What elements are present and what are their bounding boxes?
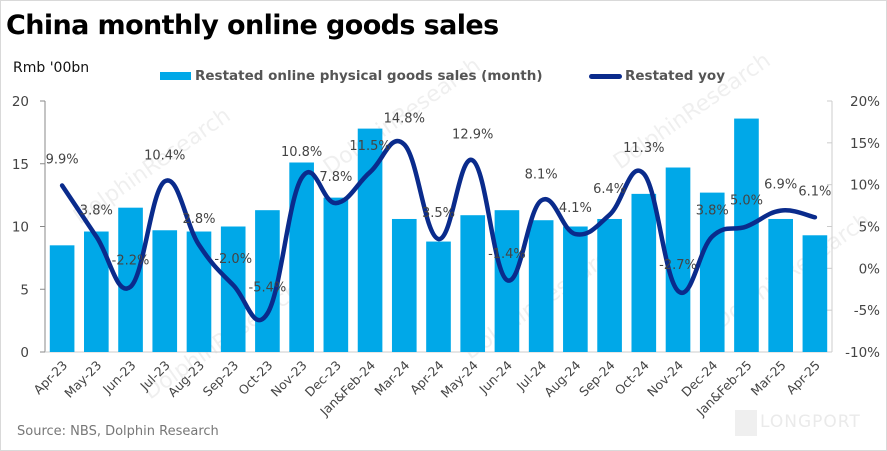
sales-bar [768, 218, 793, 352]
yoy-data-label: 10.4% [144, 148, 185, 163]
x-tick-label: Mar-24 [371, 357, 412, 398]
sales-bar [49, 245, 75, 352]
yoy-data-label: -5.4% [249, 281, 287, 296]
yoy-data-label: 4.1% [559, 201, 592, 216]
sales-bar [597, 218, 622, 352]
right-axis-tick-label: 10% [850, 178, 880, 194]
x-tick-label: May-23 [61, 358, 104, 401]
yoy-data-label: 3.5% [422, 206, 455, 221]
legend-bar-label: Restated online physical goods sales (mo… [195, 68, 543, 84]
yoy-data-label: -1.4% [488, 247, 526, 262]
x-tick-labels: Apr-23May-23Jun-23Jul-23Aug-23Sep-23Oct-… [30, 357, 823, 419]
legend-bar-swatch [160, 72, 191, 80]
yoy-data-label: 11.3% [623, 141, 664, 156]
yoy-data-label: 14.8% [384, 112, 425, 127]
left-axis-tick-label: 15 [12, 157, 29, 173]
yoy-data-label: 8.1% [525, 168, 558, 183]
sales-bar [802, 235, 828, 352]
right-axis-tick-label: 5% [859, 220, 881, 236]
sales-bar [289, 162, 314, 352]
yoy-data-label: 6.9% [764, 178, 797, 193]
yoy-data-label: 6.4% [593, 182, 626, 197]
chart-title: China monthly online goods sales [6, 10, 499, 41]
right-axis-tick-label: 0% [859, 261, 881, 277]
left-axis-tick-label: 0 [20, 345, 29, 361]
yoy-data-label: -2.7% [659, 258, 697, 273]
yoy-data-label: 5.0% [730, 194, 763, 209]
x-tick-label: Nov-24 [644, 357, 686, 399]
longport-logo-text: LONGPORT [760, 412, 861, 432]
x-tick-label: Aug-24 [541, 357, 583, 399]
left-axis-unit-label: Rmb '00bn [13, 60, 90, 76]
yoy-line-group [59, 138, 818, 323]
yoy-data-label: 7.8% [319, 170, 352, 185]
source-note: Source: NBS, Dolphin Research [17, 424, 219, 439]
yoy-data-label: 6.1% [798, 184, 831, 199]
bars [49, 118, 828, 352]
legend-item-sales: Restated online physical goods sales (mo… [160, 68, 543, 84]
x-tick-label: Apr-25 [783, 358, 823, 398]
yoy-line [59, 138, 818, 323]
x-tick-label: Jun-24 [475, 357, 515, 397]
yoy-data-label: 3.8% [80, 204, 113, 219]
x-tick-label: Sep-24 [576, 357, 618, 399]
yoy-data-label: 3.8% [696, 204, 729, 219]
sales-bar [323, 197, 349, 352]
yoy-data-label: 9.9% [46, 153, 79, 168]
yoy-data-label: 11.5% [349, 139, 390, 154]
x-tick-label: May-24 [438, 357, 481, 400]
legend-item-yoy: Restated yoy [589, 68, 725, 84]
sales-bar [734, 118, 759, 352]
yoy-data-label: -2.2% [112, 254, 150, 269]
sales-bar [563, 226, 588, 352]
sales-bar [665, 167, 691, 352]
sales-bar [152, 230, 178, 352]
right-axis-tick-label: -5% [854, 303, 880, 319]
data-labels: 9.9% 3.8% -2.2% 10.4% 2.8% -2.0% -5.4% 10.8% 7.8… [46, 112, 832, 296]
legend-line-label: Restated yoy [625, 68, 725, 84]
yoy-data-label: 10.8% [281, 145, 322, 160]
sales-bar [391, 218, 417, 352]
longport-logo-icon [735, 410, 757, 436]
sales-bar [460, 215, 486, 352]
sales-bar [220, 226, 246, 352]
sales-bar [631, 193, 657, 352]
x-tick-label: Jun-23 [99, 358, 139, 398]
yoy-data-label: 2.8% [182, 212, 215, 227]
right-axis-tick-label: 15% [850, 136, 880, 152]
yoy-data-label: 12.9% [452, 127, 493, 142]
sales-bar [528, 220, 554, 352]
left-axis-tick-label: 20 [12, 94, 29, 110]
x-tick-label: Mar-25 [748, 358, 789, 399]
right-axis-tick-label: 20% [850, 94, 880, 110]
sales-bar [118, 207, 143, 352]
sales-bar [699, 192, 725, 352]
left-axis-tick-label: 10 [12, 220, 29, 236]
left-axis-tick-label: 5 [20, 282, 29, 298]
yoy-data-label: -2.0% [214, 252, 252, 267]
sales-bar [186, 231, 212, 352]
x-tick-label: Nov-23 [268, 358, 310, 400]
legend-line-swatch [589, 73, 622, 79]
right-axis-tick-label: -10% [845, 345, 880, 361]
sales-bar [426, 241, 451, 352]
